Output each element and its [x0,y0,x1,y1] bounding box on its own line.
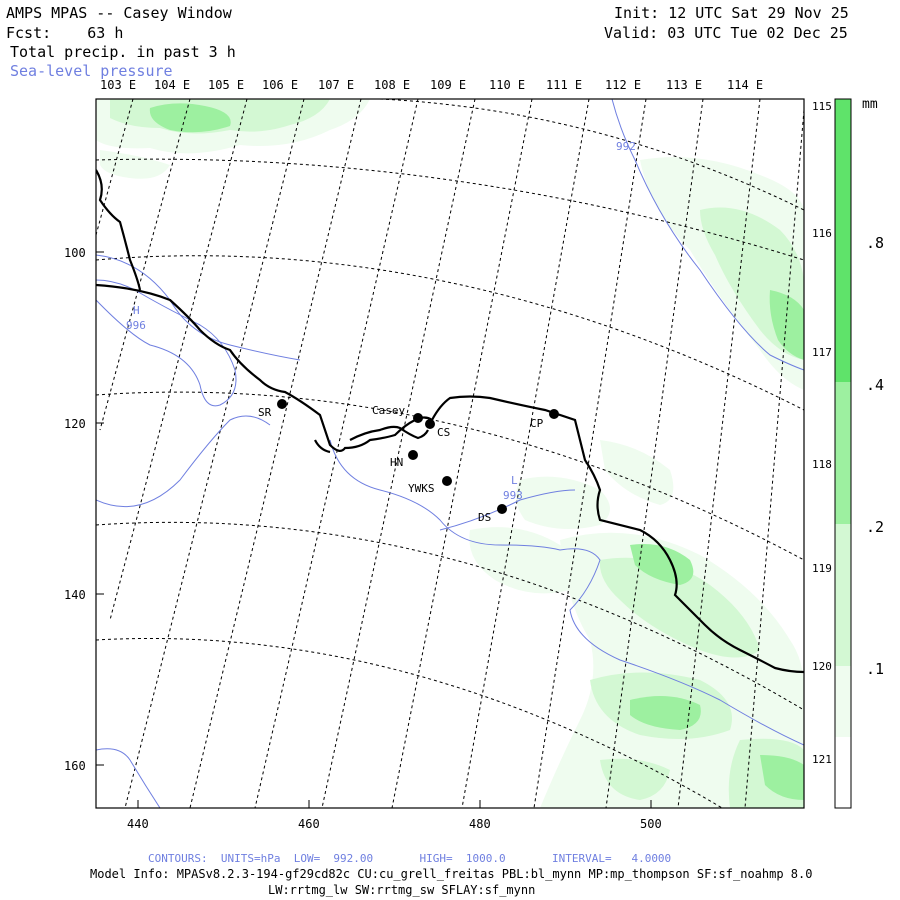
colorbar [834,98,852,809]
lon-label-108e: 108 E [374,78,410,92]
colorbar-label-04: .4 [866,376,884,394]
station-marker-sr [277,399,287,409]
window-title: AMPS MPAS -- Casey Window [6,4,232,22]
x-tick-440: 440 [127,817,149,831]
lon-label-114e: 114 E [727,78,763,92]
colorbar-label-02: .2 [866,518,884,536]
station-label-cs: CS [437,426,450,439]
low-pressure-value: 993 [503,489,523,502]
station-label-ywks: YWKS [408,482,435,495]
lon-label-109e: 109 E [430,78,466,92]
valid-time: Valid: 03 UTC Tue 02 Dec 25 [604,24,848,42]
physics-info: LW:rrtmg_lw SW:rrtmg_sw SFLAY:sf_mynn [268,883,536,897]
x-tick-500: 500 [640,817,662,831]
lon-label-111e: 111 E [546,78,582,92]
lat-lon-grid [96,99,804,808]
y-tick-160: 160 [64,759,86,773]
colorbar-unit: mm [862,97,878,112]
station-label-cp: CP [530,417,544,430]
isobar-992-label: 992 [616,140,636,153]
high-pressure-label: H [133,304,140,317]
overlay-name: Sea-level pressure [10,62,173,80]
lon-label-103e: 103 E [100,78,136,92]
colorbar-band-5 [835,737,851,808]
station-markers [277,399,559,514]
colorbar-band-4 [835,666,851,737]
colorbar-label-08: .8 [866,234,884,252]
field-name: Total precip. in past 3 h [10,43,236,61]
contour-info: CONTOURS: UNITS=hPa LOW= 992.00 HIGH= 10… [148,852,672,865]
low-pressure-label: L [511,474,518,487]
lon-label-107e: 107 E [318,78,354,92]
model-info: Model Info: MPASv8.2.3-194-gf29cd82c CU:… [90,867,813,881]
station-marker-ywks [442,476,452,486]
forecast-hour: Fcst: 63 h [6,24,124,42]
map-frame [95,98,805,809]
station-marker-cp [549,409,559,419]
y-tick-140: 140 [64,588,86,602]
precip-shading [96,99,804,808]
lon-label-104e: 104 E [154,78,190,92]
station-label-hn: HN [390,456,403,469]
lon-label-113e: 113 E [666,78,702,92]
lon-label-105e: 105 E [208,78,244,92]
station-marker-casey [413,413,423,423]
station-marker-ds [497,504,507,514]
colorbar-label-01: .1 [866,660,884,678]
station-label-sr: SR [258,406,272,419]
lon-label-110e: 110 E [489,78,525,92]
station-label-casey: Casey [372,404,405,417]
x-tick-480: 480 [469,817,491,831]
station-marker-cs [425,419,435,429]
lon-label-106e: 106 E [262,78,298,92]
y-tick-100: 100 [64,246,86,260]
colorbar-band-3 [835,524,851,666]
station-marker-hn [408,450,418,460]
coastline [96,169,804,674]
init-time: Init: 12 UTC Sat 29 Nov 25 [614,4,849,22]
station-label-ds: DS [478,511,491,524]
colorbar-band-2 [835,382,851,524]
x-tick-460: 460 [298,817,320,831]
isobars [96,99,804,808]
y-tick-120: 120 [64,417,86,431]
lon-label-112e: 112 E [605,78,641,92]
high-pressure-value: 996 [126,319,146,332]
colorbar-band-1 [835,99,851,382]
